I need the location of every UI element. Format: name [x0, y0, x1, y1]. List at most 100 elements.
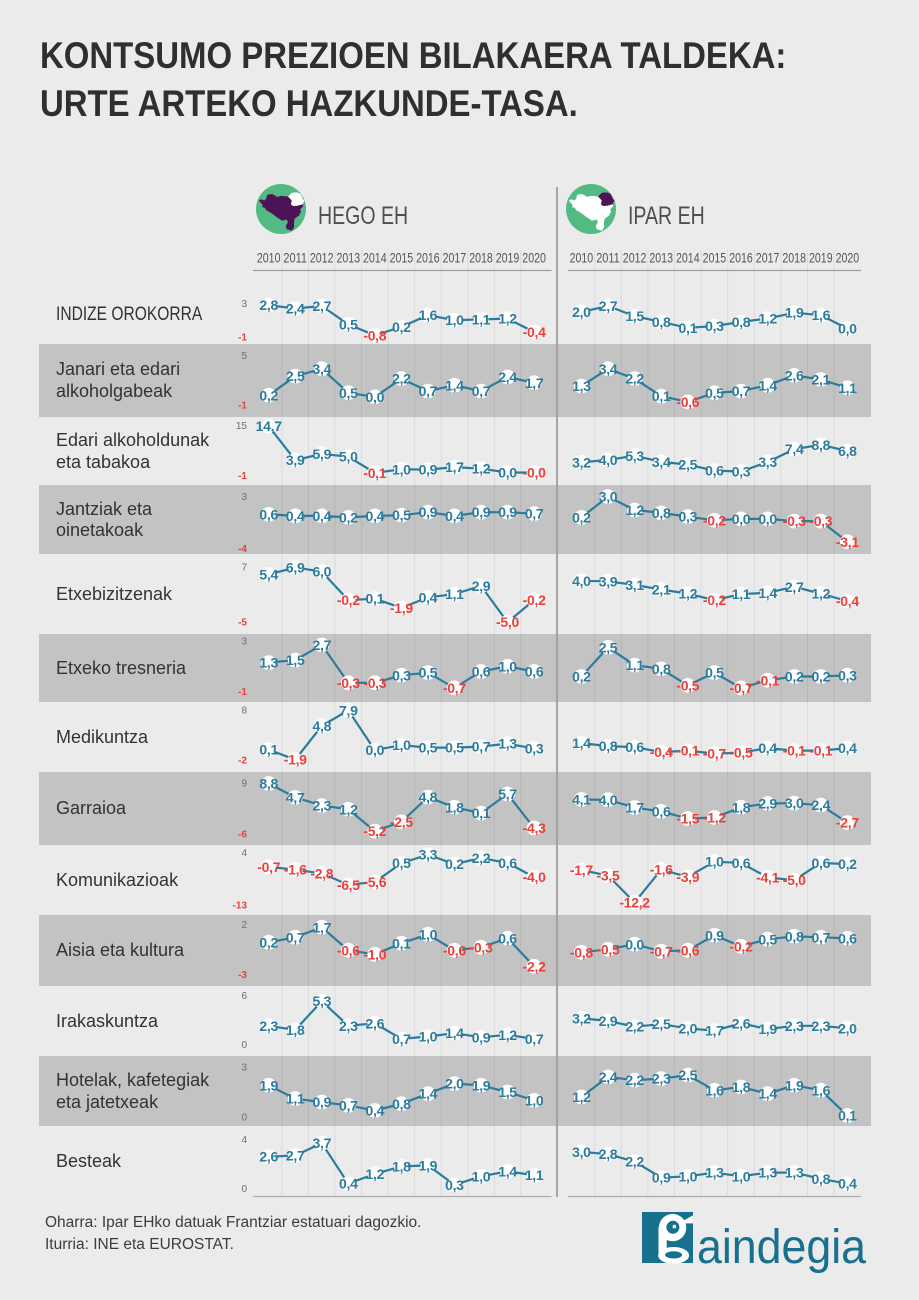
svg-text:1,8: 1,8 — [392, 1159, 411, 1175]
svg-text:-0,7: -0,7 — [257, 859, 280, 875]
svg-text:6,9: 6,9 — [286, 560, 305, 576]
svg-text:2,8: 2,8 — [599, 1146, 618, 1162]
svg-text:0,4: 0,4 — [366, 508, 385, 524]
svg-text:2018: 2018 — [782, 251, 806, 266]
svg-text:0,7: 0,7 — [525, 1031, 544, 1047]
svg-text:0,7: 0,7 — [419, 383, 438, 399]
svg-text:0,9: 0,9 — [313, 1094, 332, 1110]
svg-text:-0,6: -0,6 — [676, 942, 699, 958]
svg-text:1,3: 1,3 — [785, 1165, 804, 1181]
svg-text:15: 15 — [236, 421, 248, 432]
svg-text:2,0: 2,0 — [572, 304, 591, 320]
svg-text:1,2: 1,2 — [812, 586, 831, 602]
svg-text:0,6: 0,6 — [472, 664, 491, 680]
svg-text:-0,3: -0,3 — [809, 513, 832, 529]
svg-text:1,3: 1,3 — [259, 655, 278, 671]
svg-text:1,9: 1,9 — [758, 1021, 777, 1037]
svg-text:-0,5: -0,5 — [597, 941, 620, 957]
svg-text:-2,2: -2,2 — [523, 958, 546, 974]
svg-text:0,4: 0,4 — [313, 508, 332, 524]
svg-text:1,4: 1,4 — [445, 1025, 464, 1041]
svg-text:1,6: 1,6 — [419, 307, 438, 323]
svg-text:1,1: 1,1 — [472, 311, 491, 327]
svg-text:1,4: 1,4 — [758, 585, 777, 601]
svg-text:1,1: 1,1 — [286, 1091, 305, 1107]
svg-text:8,8: 8,8 — [812, 437, 831, 453]
svg-text:-4,0: -4,0 — [523, 869, 546, 885]
svg-text:1,8: 1,8 — [445, 799, 464, 815]
svg-text:0,5: 0,5 — [339, 385, 358, 401]
svg-text:2,5: 2,5 — [286, 368, 305, 384]
svg-text:0,6: 0,6 — [838, 930, 857, 946]
svg-text:0,3: 0,3 — [392, 667, 411, 683]
svg-text:0,9: 0,9 — [472, 1029, 491, 1045]
svg-text:5,9: 5,9 — [313, 446, 332, 462]
svg-text:2,3: 2,3 — [259, 1018, 278, 1034]
svg-text:0,4: 0,4 — [286, 508, 305, 524]
svg-text:-0,2: -0,2 — [337, 592, 360, 608]
svg-text:-12,2: -12,2 — [619, 894, 650, 910]
svg-text:2,4: 2,4 — [286, 301, 305, 317]
svg-text:-0,1: -0,1 — [783, 743, 806, 759]
svg-text:1,4: 1,4 — [498, 1163, 517, 1179]
svg-text:-1,9: -1,9 — [284, 752, 307, 768]
svg-text:0,5: 0,5 — [445, 740, 464, 756]
svg-text:-0,0: -0,0 — [523, 465, 546, 481]
svg-text:2,3: 2,3 — [339, 1018, 358, 1034]
svg-text:1,7: 1,7 — [705, 1023, 724, 1039]
svg-text:2,7: 2,7 — [313, 637, 332, 653]
svg-text:0,2: 0,2 — [572, 509, 591, 525]
svg-text:2020: 2020 — [836, 251, 860, 266]
svg-text:2,0: 2,0 — [445, 1076, 464, 1092]
svg-text:1,3: 1,3 — [572, 378, 591, 394]
svg-text:0,2: 0,2 — [785, 669, 804, 685]
svg-text:2,8: 2,8 — [259, 297, 278, 313]
svg-text:-2,5: -2,5 — [390, 814, 413, 830]
svg-text:-0,6: -0,6 — [443, 942, 466, 958]
svg-text:3,7: 3,7 — [313, 1135, 332, 1151]
svg-text:1,2: 1,2 — [498, 1027, 517, 1043]
svg-text:-4,3: -4,3 — [523, 820, 546, 836]
svg-text:0,7: 0,7 — [286, 929, 305, 945]
svg-text:1,0: 1,0 — [525, 1092, 544, 1108]
svg-text:0,4: 0,4 — [445, 508, 464, 524]
svg-text:1,2: 1,2 — [679, 586, 698, 602]
svg-text:4,0: 4,0 — [599, 792, 618, 808]
svg-text:0,7: 0,7 — [472, 739, 491, 755]
svg-text:1,0: 1,0 — [445, 312, 464, 328]
svg-text:1,0: 1,0 — [679, 1168, 698, 1184]
svg-text:-5,6: -5,6 — [363, 874, 386, 890]
svg-text:2,2: 2,2 — [392, 371, 411, 387]
svg-text:1,2: 1,2 — [366, 1166, 385, 1182]
svg-text:2,2: 2,2 — [625, 1154, 644, 1170]
svg-text:-1: -1 — [238, 471, 247, 482]
svg-text:1,6: 1,6 — [812, 307, 831, 323]
svg-text:1,7: 1,7 — [445, 459, 464, 475]
svg-text:5: 5 — [241, 351, 247, 362]
svg-text:-0,5: -0,5 — [730, 745, 753, 761]
svg-text:5,0: 5,0 — [339, 449, 358, 465]
svg-text:2015: 2015 — [390, 251, 414, 266]
svg-text:5,7: 5,7 — [498, 786, 517, 802]
svg-text:0,9: 0,9 — [419, 504, 438, 520]
svg-text:-1: -1 — [238, 401, 247, 412]
svg-text:3,0: 3,0 — [599, 489, 618, 505]
svg-text:0,7: 0,7 — [472, 383, 491, 399]
svg-text:2012: 2012 — [623, 251, 647, 266]
svg-text:1,4: 1,4 — [572, 735, 591, 751]
svg-text:-0,7: -0,7 — [730, 680, 753, 696]
svg-text:1,8: 1,8 — [286, 1022, 305, 1038]
svg-text:3,3: 3,3 — [419, 847, 438, 863]
svg-text:1,9: 1,9 — [785, 305, 804, 321]
svg-text:2,5: 2,5 — [679, 457, 698, 473]
svg-text:3,9: 3,9 — [286, 452, 305, 468]
svg-text:-0,8: -0,8 — [363, 327, 386, 343]
svg-text:-0,1: -0,1 — [676, 743, 699, 759]
svg-text:2,1: 2,1 — [812, 372, 831, 388]
svg-text:2,3: 2,3 — [313, 798, 332, 814]
svg-text:9: 9 — [241, 778, 247, 789]
svg-text:0,5: 0,5 — [339, 316, 358, 332]
svg-text:0,9: 0,9 — [472, 504, 491, 520]
svg-text:1,1: 1,1 — [732, 586, 751, 602]
svg-text:1,0: 1,0 — [498, 658, 517, 674]
